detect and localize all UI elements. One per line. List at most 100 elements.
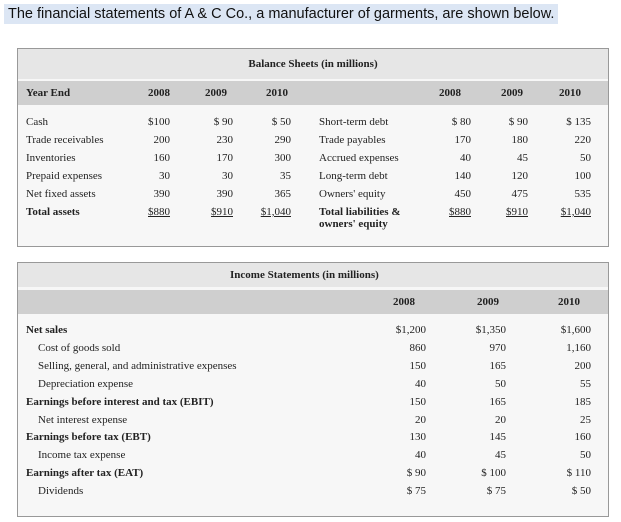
cell: $ 100 <box>481 467 506 480</box>
column-header: 2008 <box>439 87 461 99</box>
row-label: Selling, general, and administrative exp… <box>38 359 237 372</box>
cell: $1,350 <box>475 324 506 336</box>
cell: 1,160 <box>566 341 591 354</box>
cell: $ 50 <box>271 116 291 128</box>
cell: 100 <box>574 170 592 182</box>
cell: 35 <box>280 170 291 182</box>
cell: $1,600 <box>560 324 591 336</box>
row-label: Trade payables <box>319 134 386 146</box>
row-label: Long-term debt <box>319 170 388 182</box>
cell: 390 <box>216 188 234 200</box>
row-label: Trade receivables <box>26 134 104 146</box>
column-header: 2010 <box>559 87 581 99</box>
cell: $ 90 <box>213 116 233 128</box>
table-title: Balance Sheets (in millions) <box>248 58 378 70</box>
row-label: Net fixed assets <box>26 188 96 200</box>
column-header: 2009 <box>477 296 499 308</box>
cell: $1,040 <box>560 206 591 218</box>
title-band <box>18 49 608 79</box>
cell: 20 <box>415 413 426 426</box>
header-band <box>18 81 608 105</box>
cell: 220 <box>574 134 592 146</box>
row-label: Net sales <box>26 324 68 336</box>
cell: 120 <box>511 170 529 182</box>
cell: 300 <box>274 152 292 164</box>
row-label: Net interest expense <box>38 413 128 426</box>
cell: 50 <box>580 152 591 164</box>
cell: 165 <box>489 359 507 372</box>
column-header: 2010 <box>266 87 288 99</box>
cell: 140 <box>454 170 472 182</box>
cell: 30 <box>222 170 233 182</box>
cell: 185 <box>574 395 592 408</box>
cell: 970 <box>489 341 507 354</box>
row-label: Earnings before tax (EBT) <box>26 431 151 444</box>
cell: 475 <box>511 188 529 200</box>
cell: 180 <box>511 134 529 146</box>
cell: 40 <box>415 377 426 390</box>
cell: 230 <box>216 134 234 146</box>
cell: 365 <box>274 188 292 200</box>
cell: $880 <box>449 206 471 218</box>
row-label: Accrued expenses <box>319 152 399 164</box>
cell: $ 75 <box>486 485 506 498</box>
income-statement: Income Statements (in millions) 2008 2009 2… <box>17 262 609 517</box>
row-label: Owners' equity <box>319 188 386 200</box>
column-header: 2009 <box>501 87 523 99</box>
row-label: Total assets <box>26 206 80 218</box>
row-label: Dividends <box>38 485 84 498</box>
column-header: 2008 <box>393 296 415 308</box>
cell: $ 80 <box>451 116 471 128</box>
cell: 860 <box>409 341 427 354</box>
row-label: Earnings before interest and tax (EBIT) <box>26 395 214 408</box>
page-title: The financial statements of A & C Co., a… <box>4 4 559 24</box>
row-label: Earnings after tax (EAT) <box>26 467 144 480</box>
cell: 45 <box>517 152 528 164</box>
cell: $ 90 <box>508 116 528 128</box>
cell: $ 135 <box>566 116 591 128</box>
row-label: Prepaid expenses <box>26 170 103 182</box>
cell: $ 110 <box>566 467 591 480</box>
row-label: Short-term debt <box>319 116 389 128</box>
row-label: Depreciation expense <box>38 377 133 390</box>
column-header: 2010 <box>558 296 580 308</box>
cell: $1,200 <box>395 324 426 336</box>
cell: 535 <box>574 188 592 200</box>
cell: $ 50 <box>571 485 591 498</box>
cell: 145 <box>489 431 507 444</box>
cell: 290 <box>274 134 292 146</box>
cell: 30 <box>159 170 170 182</box>
balance-sheet: Balance Sheets (in millions) Year End 2008… <box>17 48 609 247</box>
cell: 450 <box>454 188 472 200</box>
cell: $880 <box>148 206 170 218</box>
column-header: 2008 <box>148 87 170 99</box>
cell: 160 <box>153 152 171 164</box>
cell: 55 <box>580 377 591 390</box>
cell: 40 <box>460 152 471 164</box>
cell: $100 <box>148 116 170 128</box>
cell: 390 <box>153 188 171 200</box>
cell: 130 <box>409 431 427 444</box>
row-label: Cash <box>26 116 48 128</box>
cell: 50 <box>580 449 591 462</box>
cell: 150 <box>409 395 427 408</box>
row-label: Total liabilities & owners' equity <box>319 206 401 230</box>
row-label: Inventories <box>26 152 76 164</box>
cell: $910 <box>506 206 528 218</box>
table-title: Income Statements (in millions) <box>230 269 379 281</box>
header-band <box>18 290 608 314</box>
title-band <box>18 263 608 287</box>
cell: 160 <box>574 431 592 444</box>
cell: 200 <box>574 359 592 372</box>
column-header: Year End <box>26 87 71 99</box>
cell: $1,040 <box>260 206 291 218</box>
cell: 45 <box>495 449 506 462</box>
cell: 40 <box>415 449 426 462</box>
cell: 165 <box>489 395 507 408</box>
column-header: 2009 <box>205 87 227 99</box>
cell: 170 <box>454 134 472 146</box>
cell: 200 <box>153 134 171 146</box>
cell: 50 <box>495 377 506 390</box>
row-label: Income tax expense <box>38 449 126 462</box>
